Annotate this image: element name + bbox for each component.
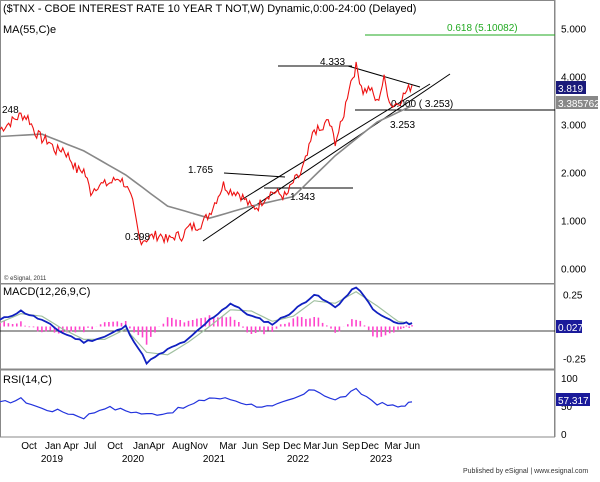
- x-tick-label: Jun: [404, 441, 420, 452]
- x-tick-label: Jul: [84, 441, 97, 452]
- price-annotation: 1.343: [290, 192, 315, 203]
- price-panel: [0, 0, 555, 284]
- x-tick-label: Oct: [107, 441, 123, 452]
- x-tick-label: Mar: [384, 441, 402, 452]
- price-y-tick-label: 3.000: [561, 121, 586, 132]
- fib-0000-label: 0.000 ( 3.253): [391, 99, 453, 110]
- rsi-y-tick-label: 50: [561, 402, 573, 413]
- price-last-value: 3.819: [558, 84, 583, 95]
- publisher: Published by eSignal | www.esignal.com: [463, 468, 588, 475]
- ma55-line: [0, 105, 413, 220]
- macd-signal-line: [0, 290, 413, 356]
- price-annotation: 4.333: [320, 57, 345, 68]
- price-series-line: [0, 61, 413, 247]
- x-tick-label: Apr: [63, 441, 79, 452]
- rsi-title: RSI(14,C): [3, 374, 52, 386]
- macd-y-tick-label: -0.25: [563, 355, 586, 366]
- macd-last-value-box: [556, 320, 582, 333]
- x-tick-label: Oct: [21, 441, 37, 452]
- x-tick-label: Jun: [322, 441, 338, 452]
- x-tick-label: Nov: [190, 441, 208, 452]
- x-tick-label: Sep: [342, 441, 360, 452]
- x-tick-label: Mar: [303, 441, 321, 452]
- price-annotation: 1.765: [188, 165, 213, 176]
- x-year-label: 2019: [41, 454, 64, 465]
- price-y-tick-label: 0.000: [561, 265, 586, 276]
- x-tick-label: Mar: [219, 441, 237, 452]
- price-y-tick-label: 5.000: [561, 24, 586, 35]
- long-trendline: [202, 73, 451, 242]
- rsi-y-tick-label: 0: [561, 430, 567, 441]
- ma-last-value: 3.385762: [558, 99, 600, 110]
- chart-title: ($TNX - CBOE INTEREST RATE 10 YEAR T NOT…: [3, 3, 416, 15]
- price-annotation: 248: [2, 105, 19, 116]
- macd-title: MACD(12,26,9,C): [3, 286, 90, 298]
- x-tick-label: Jan: [133, 441, 149, 452]
- rsi-last-value-box: [556, 393, 590, 406]
- rsi-last-value: 57.317: [558, 396, 589, 407]
- x-year-label: 2021: [203, 454, 226, 465]
- x-tick-label: Apr: [149, 441, 165, 452]
- ma-label: MA(55,C)e: [3, 24, 56, 36]
- x-tick-label: Sep: [262, 441, 280, 452]
- x-tick-label: Dec: [361, 441, 379, 452]
- copyright: © eSignal, 2011: [4, 275, 47, 282]
- x-year-label: 2020: [122, 454, 145, 465]
- rsi-line: [0, 387, 413, 420]
- ma-last-value-box: [556, 96, 598, 109]
- x-tick-label: Jan: [45, 441, 61, 452]
- x-year-label: 2023: [370, 454, 393, 465]
- x-tick-label: Dec: [283, 441, 301, 452]
- macd-last-value: 0.027: [558, 323, 583, 334]
- flag-top-line: [223, 172, 286, 178]
- price-y-tick-label: 1.000: [561, 217, 586, 228]
- macd-line: [0, 286, 413, 366]
- macd-y-tick-label: 0.25: [563, 290, 583, 301]
- price-y-tick-label: 4.000: [561, 73, 586, 84]
- x-tick-label: Jun: [242, 441, 258, 452]
- rsi-y-tick-label: 100: [561, 374, 578, 385]
- price-annotation: 3.253: [390, 120, 415, 131]
- x-tick-label: Aug: [172, 441, 190, 452]
- price-y-tick-label: 2.000: [561, 169, 586, 180]
- price-annotation: 0.398: [125, 232, 150, 243]
- price-last-value-box: [556, 81, 586, 94]
- x-year-label: 2022: [287, 454, 310, 465]
- fib-0618-label: 0.618 (5.10082): [447, 23, 518, 34]
